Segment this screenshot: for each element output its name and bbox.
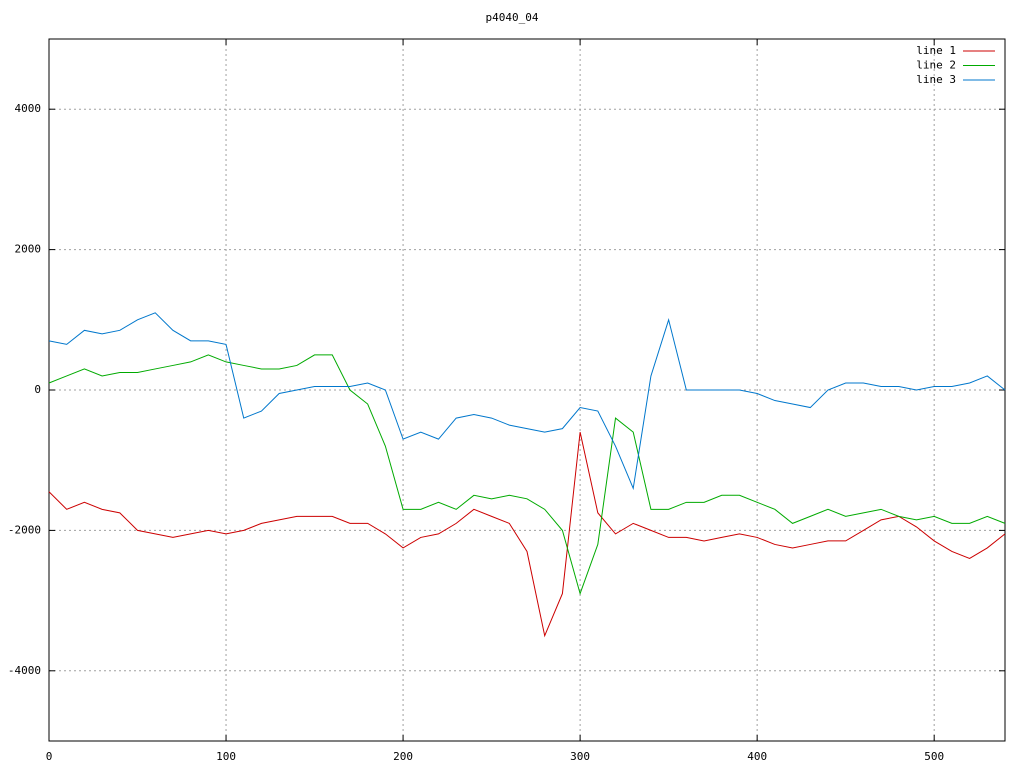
chart-title: p4040_04: [486, 11, 539, 24]
x-tick-label: 100: [216, 750, 236, 763]
y-tick-label: 0: [34, 383, 41, 396]
legend-label: line 1: [916, 44, 956, 57]
x-tick-label: 500: [924, 750, 944, 763]
series-line: [48, 354, 1006, 596]
series-line: [48, 432, 1006, 638]
legend-label: line 2: [916, 59, 956, 72]
plot-frame: [48, 38, 1006, 742]
x-tick-label: 300: [570, 750, 590, 763]
x-tick-label: 200: [393, 750, 413, 763]
x-tick-label: 0: [46, 750, 53, 763]
x-tick-label: 400: [747, 750, 767, 763]
y-tick-label: -4000: [8, 664, 41, 677]
series-line: [48, 312, 1006, 491]
y-tick-label: -2000: [8, 523, 41, 536]
legend-label: line 3: [916, 73, 956, 86]
y-tick-label: 4000: [15, 102, 42, 115]
y-tick-label: 2000: [15, 243, 42, 256]
